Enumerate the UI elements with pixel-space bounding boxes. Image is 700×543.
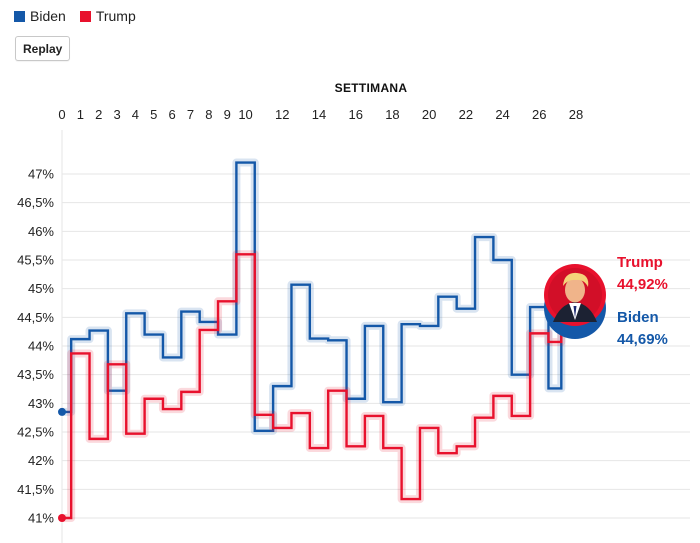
replay-button[interactable]: Replay (15, 36, 71, 61)
end-labels: Trump 44,92% Biden 44,69% (617, 254, 668, 348)
legend-item-trump: Trump (79, 8, 136, 24)
biden-end-label: Biden (617, 309, 659, 326)
legend: Biden Trump (14, 8, 136, 24)
y-tick-5: 44,5% (17, 310, 54, 325)
y-tick-3: 45,5% (17, 253, 54, 268)
trump-end-value: 44,92% (617, 276, 668, 293)
x-tick-5: 5 (150, 107, 157, 122)
x-axis-title: SETTIMANA (335, 81, 408, 95)
x-tick-22: 22 (459, 107, 473, 122)
y-tick-7: 43,5% (17, 367, 54, 382)
x-tick-18: 18 (385, 107, 399, 122)
x-tick-16: 16 (348, 107, 362, 122)
x-tick-1: 1 (77, 107, 84, 122)
x-tick-7: 7 (187, 107, 194, 122)
x-tick-26: 26 (532, 107, 546, 122)
face-shape (565, 277, 585, 303)
y-tick-9: 42,5% (17, 425, 54, 440)
trump-avatar (544, 264, 606, 339)
x-tick-labels: 0 1 2 3 4 5 6 7 8 9 10 12 14 16 18 20 22 24 26 28 (58, 107, 583, 122)
grid-lines (61, 130, 690, 543)
x-tick-6: 6 (169, 107, 176, 122)
y-tick-6: 44% (28, 339, 54, 354)
hair-shape (563, 272, 589, 287)
series-line-biden (62, 161, 563, 433)
y-tick-2: 46% (28, 224, 54, 239)
tie-shape (573, 306, 577, 318)
biden-end-value: 44,69% (617, 331, 668, 348)
y-tick-1: 46,5% (17, 195, 54, 210)
x-tick-2: 2 (95, 107, 102, 122)
legend-swatch-trump (79, 10, 91, 22)
series-lines (62, 158, 566, 522)
x-tick-24: 24 (495, 107, 509, 122)
y-tick-10: 42% (28, 453, 54, 468)
series-line-trump (62, 253, 563, 520)
x-tick-9: 9 (224, 107, 231, 122)
y-tick-4: 45% (28, 281, 54, 296)
start-markers (58, 407, 66, 522)
legend-label-biden: Biden (30, 8, 66, 24)
x-tick-4: 4 (132, 107, 139, 122)
trump-end-label: Trump (617, 254, 663, 271)
x-tick-14: 14 (312, 107, 326, 122)
y-tick-12: 41% (28, 511, 54, 526)
x-tick-3: 3 (113, 107, 120, 122)
start-marker-biden (58, 407, 66, 416)
y-tick-0: 47% (28, 167, 54, 182)
x-tick-0: 0 (58, 107, 65, 122)
legend-label-trump: Trump (95, 8, 136, 24)
y-tick-11: 41,5% (17, 482, 54, 497)
legend-swatch-biden (14, 10, 25, 22)
legend-item-biden: Biden (14, 8, 66, 24)
start-marker-trump (58, 514, 66, 522)
y-tick-8: 43% (28, 396, 54, 411)
x-tick-28: 28 (569, 107, 583, 122)
x-tick-20: 20 (422, 107, 436, 122)
x-tick-8: 8 (205, 107, 212, 122)
x-tick-10: 10 (238, 107, 252, 122)
x-tick-12: 12 (275, 107, 289, 122)
y-tick-labels: 47% 46,5% 46% 45,5% 45% 44,5% 44% 43,5% 43% 42,5%… (17, 167, 54, 526)
